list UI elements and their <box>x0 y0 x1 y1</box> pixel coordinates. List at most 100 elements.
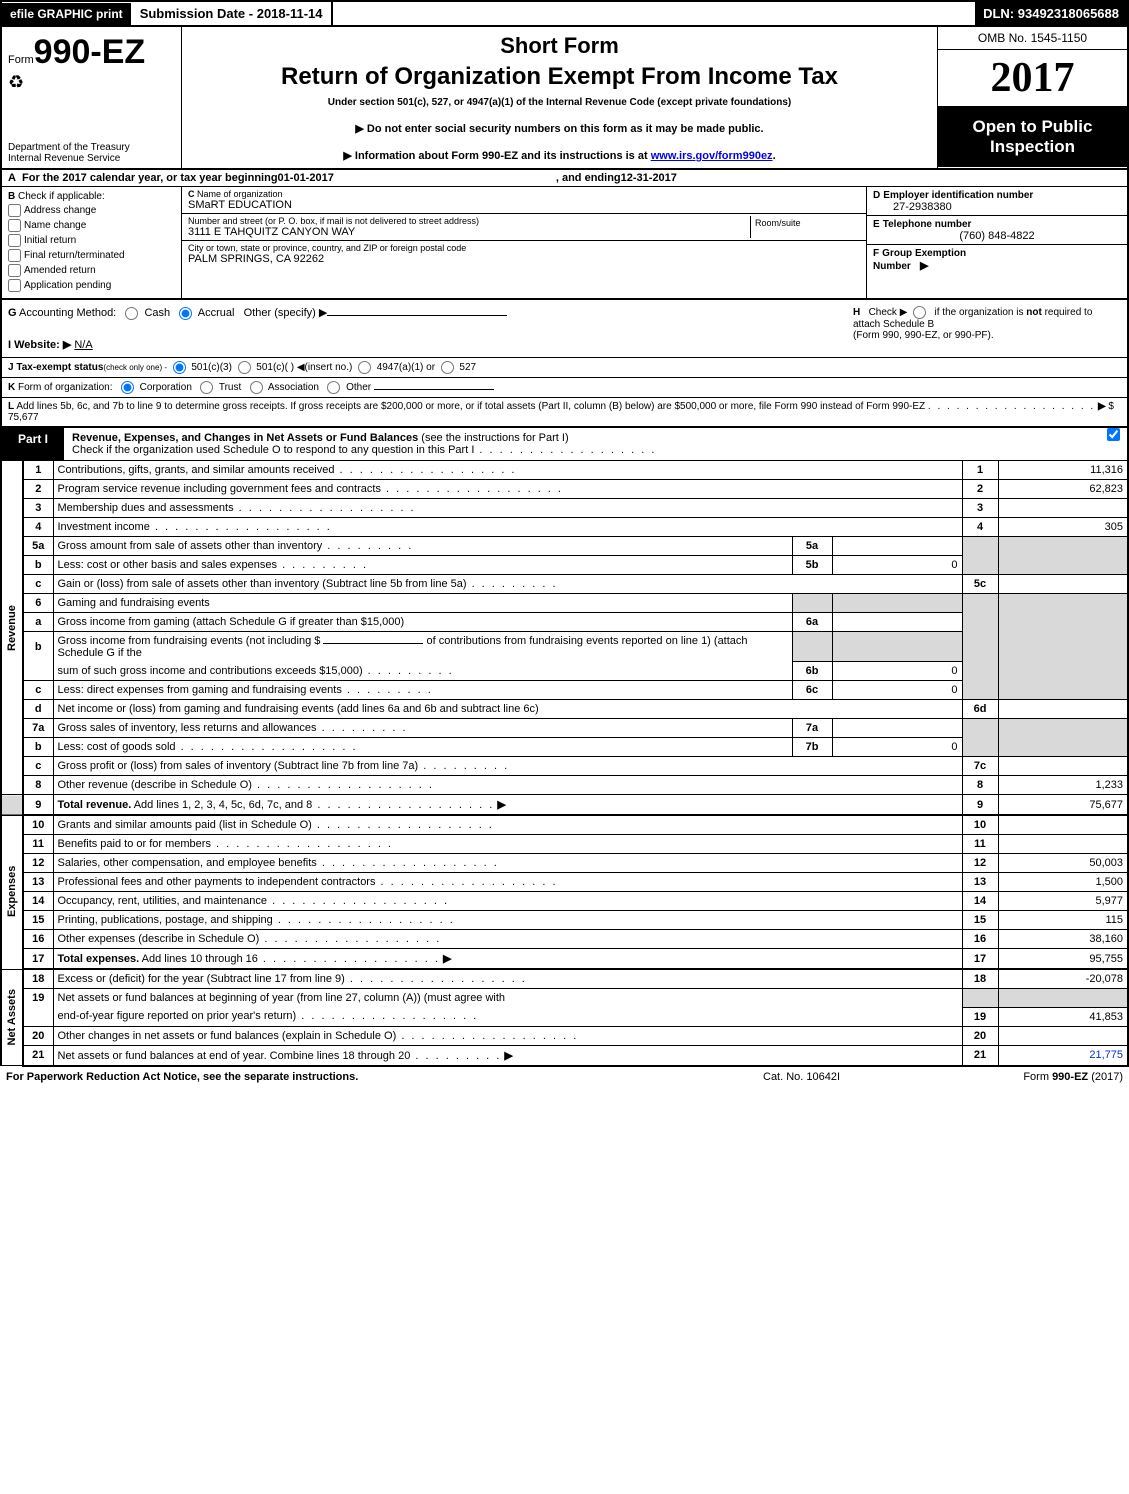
radio-corporation[interactable]: Corporation <box>121 382 192 393</box>
line-5a: 5a Gross amount from sale of assets othe… <box>1 536 1128 555</box>
irs-label: Internal Revenue Service <box>8 153 175 164</box>
g-other-input[interactable] <box>327 315 507 316</box>
side-expenses: Expenses <box>1 815 23 969</box>
j-insert: ◀(insert no.) <box>297 362 352 373</box>
g-other: Other (specify) ▶ <box>244 307 328 319</box>
letter-k: K <box>8 382 15 393</box>
radio-association[interactable]: Association <box>250 382 319 393</box>
part1-title-b: Revenue, Expenses, and Changes in Net As… <box>72 432 421 444</box>
line7c-value <box>998 757 1128 776</box>
line-11: 11 Benefits paid to or for members 11 <box>1 835 1128 854</box>
c-addr-label: Number and street (or P. O. box, if mail… <box>188 216 750 226</box>
line-19-top: 19 Net assets or fund balances at beginn… <box>1 989 1128 1008</box>
h-text1: Check ▶ <box>869 307 908 318</box>
dln-label: DLN: <box>983 6 1018 21</box>
c-name-label: Name of organization <box>197 189 283 199</box>
part1-header: Part I Revenue, Expenses, and Changes in… <box>0 428 1129 461</box>
line-2: 2 Program service revenue including gove… <box>1 479 1128 498</box>
h-checkbox[interactable] <box>913 306 926 319</box>
radio-other[interactable]: Other <box>327 382 371 393</box>
line-6c: c Less: direct expenses from gaming and … <box>1 681 1128 700</box>
dept-treasury: Department of the Treasury <box>8 142 175 153</box>
dln-value: 93492318065688 <box>1018 6 1119 21</box>
chk-application-pending[interactable]: Application pending <box>8 279 175 292</box>
radio-cash[interactable]: Cash <box>125 307 170 319</box>
side-net-assets: Net Assets <box>1 969 23 1066</box>
line-7b: b Less: cost of goods sold 7b 0 <box>1 738 1128 757</box>
chk-name-change[interactable]: Name change <box>8 219 175 232</box>
line-9: 9 Total revenue. Add lines 1, 2, 3, 4, 5… <box>1 795 1128 816</box>
letter-d: D <box>873 190 880 201</box>
efile-print-button[interactable]: efile GRAPHIC print <box>2 3 132 25</box>
l-text: Add lines 5b, 6c, and 7b to line 9 to de… <box>16 401 925 412</box>
footer-right: Form 990-EZ (2017) <box>963 1071 1123 1083</box>
l-arrow: ▶ <box>1098 401 1106 412</box>
line19-value: 41,853 <box>998 1007 1128 1026</box>
h-text2: if the organization is <box>935 307 1027 318</box>
letter-f: F <box>873 248 879 259</box>
line-15: 15 Printing, publications, postage, and … <box>1 911 1128 930</box>
radio-accrual[interactable]: Accrual <box>179 307 234 319</box>
ghi-left: G Accounting Method: Cash Accrual Other … <box>2 300 847 357</box>
ein-value: 27-2938380 <box>873 201 1121 213</box>
line16-value: 38,160 <box>998 930 1128 949</box>
radio-501c3[interactable]: 501(c)(3) <box>173 362 232 373</box>
j-sub: (check only one) - <box>103 363 167 372</box>
chk-address-change[interactable]: Address change <box>8 204 175 217</box>
line8-value: 1,233 <box>998 776 1128 795</box>
line17-value: 95,755 <box>998 949 1128 970</box>
header-left: Form990-EZ ♻ Department of the Treasury … <box>2 27 182 168</box>
radio-4947[interactable]: 4947(a)(1) or <box>358 362 435 373</box>
submission-date: Submission Date - 2018-11-14 <box>132 2 333 25</box>
open-public-1: Open to Public <box>942 117 1123 137</box>
chk-initial-return[interactable]: Initial return <box>8 234 175 247</box>
short-form-title: Short Form <box>192 33 927 59</box>
f-label2: Number <box>873 261 911 272</box>
line12-value: 50,003 <box>998 854 1128 873</box>
line6d-value <box>998 700 1128 719</box>
letter-c: C <box>188 189 195 199</box>
line-14: 14 Occupancy, rent, utilities, and maint… <box>1 892 1128 911</box>
letter-i: I <box>8 339 11 351</box>
part1-tab: Part I <box>2 428 64 460</box>
header-center: Short Form Return of Organization Exempt… <box>182 27 937 168</box>
letter-g: G <box>8 307 17 319</box>
line6b-contrib-input[interactable] <box>323 643 423 644</box>
room-suite-box: Room/suite <box>750 216 860 238</box>
radio-527[interactable]: 527 <box>441 362 476 373</box>
line-6b-top: b Gross income from fundraising events (… <box>1 631 1128 662</box>
line18-value: -20,078 <box>998 969 1128 989</box>
rowa-begin: 01-01-2017 <box>278 172 334 184</box>
line-10: Expenses 10 Grants and similar amounts p… <box>1 815 1128 835</box>
line-6a: a Gross income from gaming (attach Sched… <box>1 612 1128 631</box>
part1-schedule-o-check[interactable] <box>1103 428 1127 460</box>
f-label: Group Exemption <box>882 248 966 259</box>
line-6b-bottom: sum of such gross income and contributio… <box>1 662 1128 681</box>
line7b-value: 0 <box>832 738 962 757</box>
row-k: K Form of organization: Corporation Trus… <box>0 378 1129 398</box>
line9-value: 75,677 <box>998 795 1128 816</box>
line1-value: 11,316 <box>998 461 1128 480</box>
line-5b: b Less: cost or other basis and sales ex… <box>1 555 1128 574</box>
line5b-value: 0 <box>832 555 962 574</box>
warn2-text-a: Information about Form 990-EZ and its in… <box>352 150 651 162</box>
k-other-input[interactable] <box>374 389 494 390</box>
line4-value: 305 <box>998 517 1128 536</box>
row-i: I Website: ▶ N/A <box>8 338 841 351</box>
chk-final-return[interactable]: Final return/terminated <box>8 249 175 262</box>
line-21: 21 Net assets or fund balances at end of… <box>1 1045 1128 1066</box>
chk-amended-return[interactable]: Amended return <box>8 264 175 277</box>
footer-left: For Paperwork Reduction Act Notice, see … <box>6 1071 763 1083</box>
line5a-value <box>832 536 962 555</box>
radio-501c[interactable]: 501(c)( ) <box>238 362 295 373</box>
letter-l: L <box>8 401 14 412</box>
radio-trust[interactable]: Trust <box>200 382 241 393</box>
footer-center: Cat. No. 10642I <box>763 1071 963 1083</box>
box-d-ein: D Employer identification number 27-2938… <box>867 187 1127 216</box>
line7a-value <box>832 719 962 738</box>
instructions-link[interactable]: www.irs.gov/form990ez <box>651 150 773 162</box>
line2-value: 62,823 <box>998 479 1128 498</box>
org-name: SMaRT EDUCATION <box>188 199 860 211</box>
warn-line-2: ▶ Information about Form 990-EZ and its … <box>192 149 927 162</box>
submission-date-value: 2018-11-14 <box>257 6 323 21</box>
